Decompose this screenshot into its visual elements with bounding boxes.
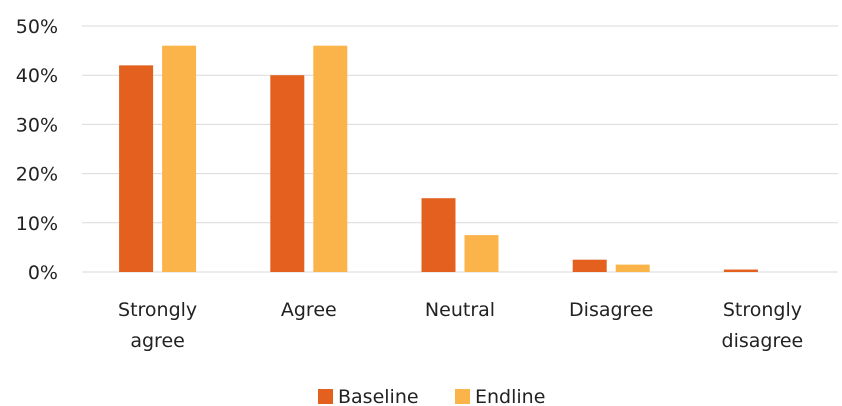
x-category-label-line: disagree — [722, 330, 804, 352]
x-category-label: Strongly disagree — [722, 299, 804, 352]
x-category-label-line: Disagree — [569, 299, 653, 321]
x-category-label: Agree — [281, 299, 337, 321]
legend-label-endline: Endline — [475, 386, 545, 406]
bar-endline-3 — [615, 264, 650, 272]
x-category-label: Disagree — [569, 299, 653, 321]
bar-baseline-4 — [723, 269, 758, 272]
legend: Baseline Endline — [318, 386, 545, 406]
y-tick-label: 0% — [28, 262, 58, 284]
legend-label-baseline: Baseline — [338, 386, 419, 406]
x-category-label: Neutral — [425, 299, 495, 321]
bar-baseline-1 — [270, 75, 305, 272]
x-axis-labels: Strongly agree Agree Neutral Disagree Strongl… — [118, 299, 803, 352]
y-tick-label: 10% — [16, 213, 58, 235]
x-category-label-line: Strongly — [118, 299, 197, 321]
legend-swatch-baseline — [318, 389, 333, 404]
y-tick-label: 20% — [16, 164, 58, 186]
bars — [119, 45, 758, 273]
legend-swatch-endline — [455, 389, 470, 404]
bar-baseline-3 — [572, 259, 607, 272]
x-category-label: Strongly agree — [118, 299, 197, 352]
x-category-label-line: Agree — [281, 299, 337, 321]
bar-endline-0 — [162, 45, 197, 273]
x-category-label-line: Neutral — [425, 299, 495, 321]
bar-endline-1 — [313, 45, 348, 273]
bar-baseline-0 — [119, 65, 154, 272]
y-tick-label: 50% — [16, 16, 58, 38]
y-axis-ticks: 0% 10% 20% 30% 40% 50% — [16, 16, 58, 284]
bar-endline-2 — [464, 235, 499, 272]
gridlines — [82, 25, 838, 273]
x-category-label-line: agree — [130, 330, 184, 352]
y-tick-label: 40% — [16, 65, 58, 87]
x-category-label-line: Strongly — [723, 299, 802, 321]
y-tick-label: 30% — [16, 114, 58, 136]
bar-baseline-2 — [421, 198, 456, 272]
